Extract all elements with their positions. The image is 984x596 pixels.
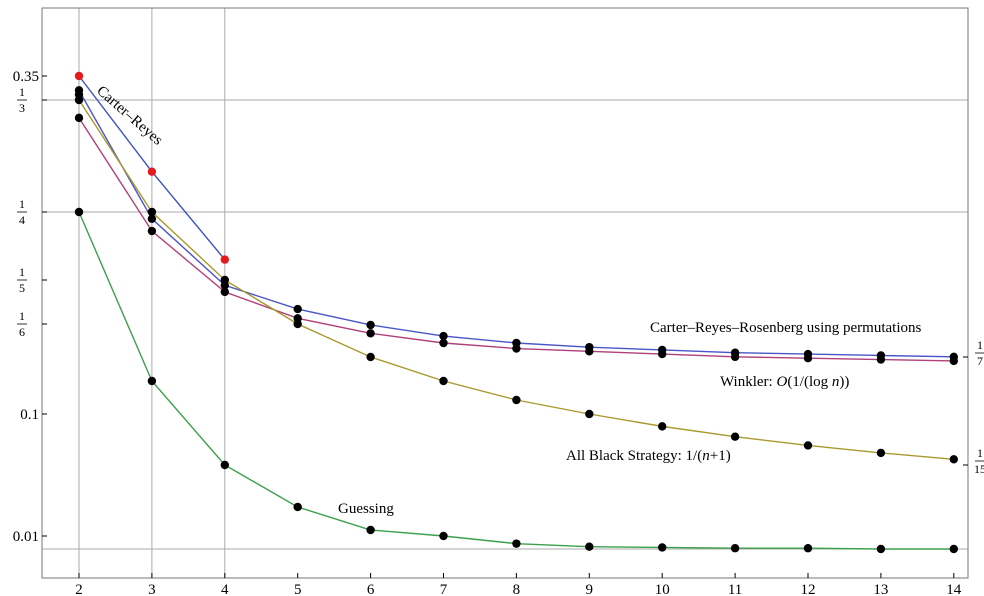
y-tick-label: 0.1: [20, 407, 39, 423]
data-point: [147, 214, 157, 223]
data-point: [220, 275, 229, 285]
x-tick-label: 2: [75, 582, 83, 596]
right-tick-fraction: 17: [975, 338, 984, 368]
series-labels: Carter–Reyes–Rosenberg using permutation…: [93, 83, 921, 517]
series-label: Guessing: [338, 501, 394, 517]
data-point: [74, 71, 84, 81]
y-tick-label: 0.35: [13, 69, 39, 85]
x-tick-label: 7: [440, 582, 448, 596]
y-tick-label: 0.01: [13, 529, 39, 545]
data-point: [730, 432, 740, 441]
data-point: [803, 354, 813, 363]
data-point: [585, 347, 594, 356]
data-point: [366, 329, 375, 338]
x-tick-label: 13: [873, 582, 888, 596]
data-point: [585, 409, 594, 419]
data-point: [876, 448, 886, 458]
data-point: [147, 167, 157, 176]
x-tick-label: 6: [367, 582, 375, 596]
data-point: [74, 113, 84, 123]
y-tick-fraction: 13: [17, 85, 27, 115]
svg-text:4: 4: [19, 213, 25, 227]
data-point: [147, 376, 157, 386]
data-point: [220, 287, 229, 297]
data-point: [220, 460, 229, 470]
svg-text:1: 1: [19, 309, 25, 323]
data-point: [147, 226, 157, 236]
data-point: [658, 349, 667, 359]
grid: [42, 8, 968, 578]
y-tick-fraction: 15: [17, 265, 27, 295]
series-label: Carter–Reyes–Rosenberg using permutation…: [650, 320, 922, 336]
data-point: [585, 542, 594, 551]
series-label: Winkler: O(1/(log n)): [720, 374, 849, 390]
svg-text:5: 5: [19, 281, 25, 295]
data-point: [366, 352, 375, 362]
right-tick-fraction: 115: [974, 446, 984, 476]
x-tick-label: 10: [655, 582, 670, 596]
data-point: [439, 531, 448, 541]
plot-frame: [41, 7, 969, 579]
data-point: [293, 502, 302, 512]
data-point: [439, 376, 448, 386]
data-point: [949, 455, 958, 464]
svg-text:1: 1: [977, 338, 983, 352]
data-point: [512, 539, 521, 548]
data-point: [220, 255, 229, 264]
x-tick-label: 3: [148, 582, 156, 596]
x-axis-ticks: 2 3 4 5 6 7 8 9 10 11 12 13 14: [75, 573, 962, 596]
data-point: [293, 304, 302, 314]
series-lines: [78, 75, 954, 550]
data-points: [74, 71, 958, 554]
data-point: [876, 355, 886, 364]
svg-text:1: 1: [977, 446, 983, 460]
data-point: [74, 90, 84, 99]
data-point: [512, 395, 521, 405]
data-point: [730, 544, 740, 553]
data-point: [658, 422, 667, 431]
data-point: [293, 319, 302, 329]
y-tick-fraction: 16: [17, 309, 27, 339]
svg-text:3: 3: [19, 101, 25, 115]
data-point: [366, 525, 375, 535]
data-point: [147, 207, 157, 217]
data-point: [658, 543, 667, 552]
x-tick-label: 8: [513, 582, 521, 596]
data-point: [512, 344, 521, 353]
data-point: [949, 544, 958, 554]
data-point: [803, 544, 813, 553]
x-tick-label: 11: [728, 582, 742, 596]
svg-text:15: 15: [974, 462, 984, 476]
svg-text:1: 1: [19, 197, 25, 211]
y-tick-fraction: 14: [17, 197, 27, 227]
svg-text:6: 6: [19, 325, 25, 339]
x-tick-label: 9: [586, 582, 594, 596]
svg-text:1: 1: [19, 265, 25, 279]
plot-border: [41, 7, 969, 579]
x-tick-label: 14: [946, 582, 962, 596]
data-point: [803, 441, 813, 450]
data-point: [949, 356, 958, 366]
x-tick-label: 12: [801, 582, 816, 596]
x-tick-label: 4: [221, 582, 229, 596]
data-point: [730, 352, 740, 362]
data-point: [439, 338, 448, 348]
data-point: [876, 544, 886, 554]
data-point: [74, 207, 84, 217]
data-point: [366, 320, 375, 330]
svg-text:1: 1: [19, 85, 25, 99]
data-point: [439, 331, 448, 341]
x-tick-label: 5: [294, 582, 302, 596]
svg-text:7: 7: [977, 354, 983, 368]
series-label: All Black Strategy: 1/(n+1): [566, 448, 731, 464]
series-line: [78, 90, 954, 358]
